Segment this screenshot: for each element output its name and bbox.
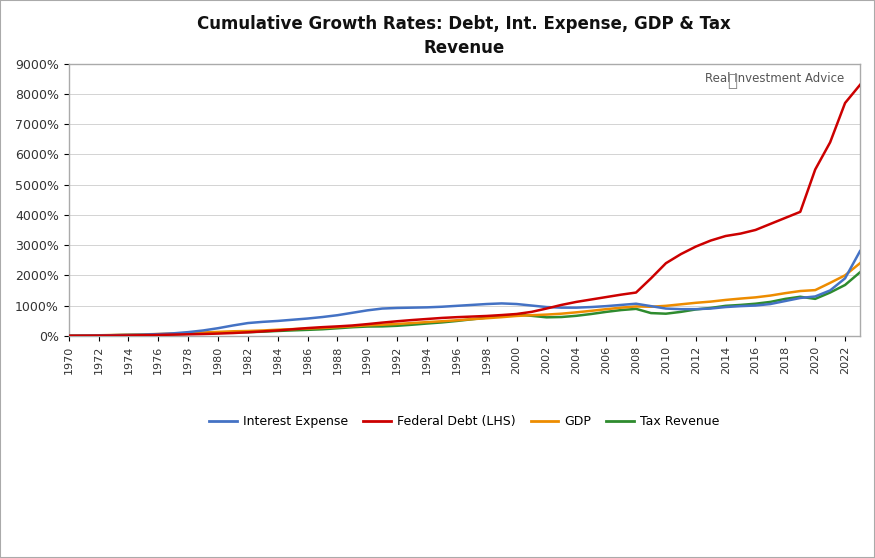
Legend: Interest Expense, Federal Debt (LHS), GDP, Tax Revenue: Interest Expense, Federal Debt (LHS), GD… — [205, 410, 724, 433]
GDP — [198, 329, 208, 336]
Title: Cumulative Growth Rates: Debt, Int. Expense, GDP & Tax
Revenue: Cumulative Growth Rates: Debt, Int. Expe… — [198, 15, 732, 56]
Interest Expense — [855, 248, 865, 254]
Line: Tax Revenue: Tax Revenue — [69, 272, 860, 336]
Tax Revenue — [64, 333, 74, 339]
Federal Debt (LHS) — [198, 331, 208, 338]
Tax Revenue — [362, 323, 373, 330]
Tax Revenue — [542, 314, 552, 321]
Federal Debt (LHS) — [64, 333, 74, 339]
Interest Expense — [64, 333, 74, 339]
Federal Debt (LHS) — [601, 294, 612, 300]
Line: GDP: GDP — [69, 263, 860, 336]
Tax Revenue — [601, 309, 612, 315]
Interest Expense — [542, 304, 552, 310]
GDP — [64, 333, 74, 339]
GDP — [526, 312, 536, 319]
Interest Expense — [362, 307, 373, 314]
GDP — [601, 306, 612, 312]
Tax Revenue — [526, 312, 536, 319]
Interest Expense — [496, 300, 507, 307]
GDP — [496, 314, 507, 320]
Tax Revenue — [198, 330, 208, 336]
Tax Revenue — [855, 269, 865, 276]
Federal Debt (LHS) — [526, 309, 536, 315]
Line: Federal Debt (LHS): Federal Debt (LHS) — [69, 85, 860, 336]
GDP — [542, 311, 552, 318]
Tax Revenue — [496, 313, 507, 320]
GDP — [362, 322, 373, 329]
Interest Expense — [601, 303, 612, 310]
Interest Expense — [198, 327, 208, 334]
GDP — [855, 260, 865, 267]
Federal Debt (LHS) — [855, 81, 865, 88]
Federal Debt (LHS) — [362, 321, 373, 328]
Line: Interest Expense: Interest Expense — [69, 251, 860, 336]
Text: Real Investment Advice: Real Investment Advice — [705, 72, 844, 85]
Federal Debt (LHS) — [496, 312, 507, 319]
Text: 🦅: 🦅 — [727, 72, 738, 90]
Federal Debt (LHS) — [542, 305, 552, 312]
Interest Expense — [526, 302, 536, 309]
